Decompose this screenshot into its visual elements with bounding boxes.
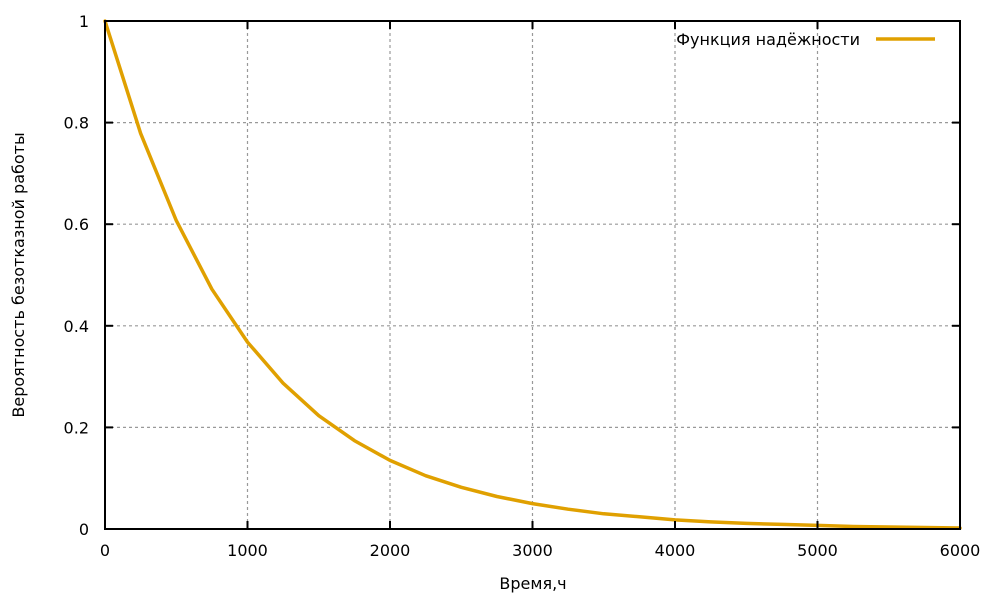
legend-label-reliability-function: Функция надёжности <box>676 30 860 49</box>
x-tick-label: 3000 <box>512 541 553 560</box>
y-tick-label: 0 <box>79 520 89 539</box>
x-axis-label: Время,ч <box>499 574 566 593</box>
legend: Функция надёжности <box>676 30 935 49</box>
grid-lines <box>105 21 960 529</box>
x-tick-label: 2000 <box>370 541 411 560</box>
y-tick-label: 0.8 <box>64 114 89 133</box>
x-tick-label: 5000 <box>797 541 838 560</box>
y-axis-label: Вероятность безотказной работы <box>9 132 28 417</box>
y-tick-label: 0.2 <box>64 418 89 437</box>
y-tick-label: 0.6 <box>64 215 89 234</box>
x-tick-label: 1000 <box>227 541 268 560</box>
axis-ticks <box>104 20 961 530</box>
y-tick-label: 1 <box>79 12 89 31</box>
y-tick-label: 0.4 <box>64 317 89 336</box>
x-tick-label: 0 <box>100 541 110 560</box>
x-tick-label: 6000 <box>940 541 981 560</box>
x-tick-label: 4000 <box>655 541 696 560</box>
tick-labels: 0 1000 2000 3000 4000 5000 6000 0 0.2 0.4 0.6 0.8 1 <box>64 12 981 560</box>
